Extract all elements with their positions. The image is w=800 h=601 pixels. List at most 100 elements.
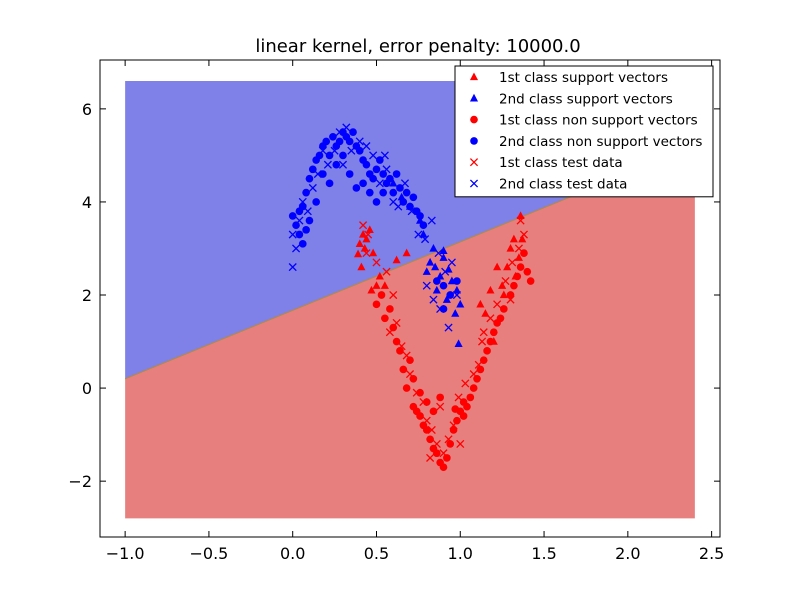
data-point (426, 435, 434, 444)
data-point (441, 267, 450, 276)
x-stroke (318, 146, 327, 155)
x-stroke (298, 197, 307, 206)
data-point (379, 188, 388, 197)
data-point (453, 277, 461, 285)
data-point (500, 305, 508, 313)
x-stroke (479, 328, 488, 337)
data-point (385, 328, 394, 337)
data-point (498, 281, 507, 289)
data-point (496, 314, 505, 323)
data-point (399, 365, 408, 374)
y-tick-label: 6 (82, 100, 92, 119)
x-stroke (394, 202, 403, 211)
x-stroke (385, 328, 394, 337)
x-stroke (427, 425, 436, 435)
data-point (419, 221, 428, 230)
data-point (362, 249, 371, 258)
data-point (319, 170, 327, 178)
data-point (454, 393, 463, 402)
data-point (355, 239, 364, 247)
data-point (352, 184, 361, 192)
data-point (380, 151, 389, 160)
x-stroke (407, 207, 416, 216)
legend-marker (469, 158, 479, 167)
data-point (345, 137, 354, 146)
x-stroke (375, 179, 384, 188)
x-stroke (330, 146, 339, 155)
data-point (389, 290, 398, 300)
x-stroke (436, 402, 445, 411)
x-stroke (447, 258, 456, 267)
data-point (516, 216, 525, 225)
data-point (362, 142, 371, 151)
data-point (456, 439, 465, 448)
x-stroke (402, 351, 411, 360)
data-point (295, 207, 304, 216)
data-point (416, 412, 424, 420)
data-point (442, 295, 451, 303)
x-tick-label: 0.5 (364, 544, 389, 563)
x-stroke (519, 230, 529, 239)
data-point (503, 262, 512, 271)
data-point (292, 221, 300, 230)
data-point (335, 137, 344, 146)
data-point (389, 178, 398, 187)
legend-entry: 2nd class support vectors (469, 91, 673, 107)
x-stroke (338, 160, 348, 169)
data-point (369, 174, 377, 183)
data-point (431, 262, 440, 271)
data-point (476, 299, 485, 308)
data-point (298, 239, 307, 248)
data-point (372, 198, 381, 206)
data-point (325, 179, 334, 188)
x-stroke (449, 421, 458, 430)
data-point (466, 393, 475, 402)
data-point (402, 351, 411, 360)
data-point (452, 285, 461, 294)
legend-label: 1st class test data (499, 155, 623, 171)
data-point (291, 244, 301, 253)
data-point (461, 379, 470, 388)
data-point (432, 449, 441, 458)
data-point (305, 174, 314, 183)
series-0 (354, 211, 527, 345)
legend-entry: 1st class support vectors (469, 70, 668, 86)
data-point (469, 370, 478, 379)
data-point (359, 179, 367, 188)
y-tick-label: 4 (82, 193, 92, 212)
x-stroke (452, 290, 461, 300)
x-stroke (323, 160, 332, 169)
x-tick-label: 1.0 (448, 544, 473, 563)
data-point (322, 137, 331, 146)
x-stroke (303, 207, 312, 216)
data-point (432, 439, 441, 448)
x-stroke (295, 216, 304, 225)
data-point (402, 248, 411, 257)
data-point (426, 257, 435, 266)
data-point (422, 416, 431, 425)
data-point (419, 397, 428, 407)
y-tick-label: 0 (82, 379, 92, 398)
data-point (372, 165, 381, 174)
data-point (379, 170, 388, 178)
x-stroke (412, 388, 421, 397)
data-point (323, 160, 332, 169)
x-stroke (419, 397, 428, 407)
x-tick-label: 2.0 (615, 544, 640, 563)
series-3 (288, 128, 461, 313)
x-stroke (362, 142, 371, 151)
data-point (288, 230, 297, 239)
data-point (372, 300, 381, 309)
data-point (426, 453, 435, 462)
x-stroke (372, 258, 381, 267)
data-point (402, 188, 411, 197)
x-tick-label: 2.5 (699, 544, 724, 563)
data-point (372, 281, 381, 289)
x-stroke (422, 281, 431, 290)
x-stroke (441, 267, 450, 276)
data-point (367, 285, 376, 294)
data-point (405, 370, 415, 379)
legend: 1st class support vectors 2nd class suppo… (454, 65, 714, 198)
x-stroke (426, 453, 435, 462)
